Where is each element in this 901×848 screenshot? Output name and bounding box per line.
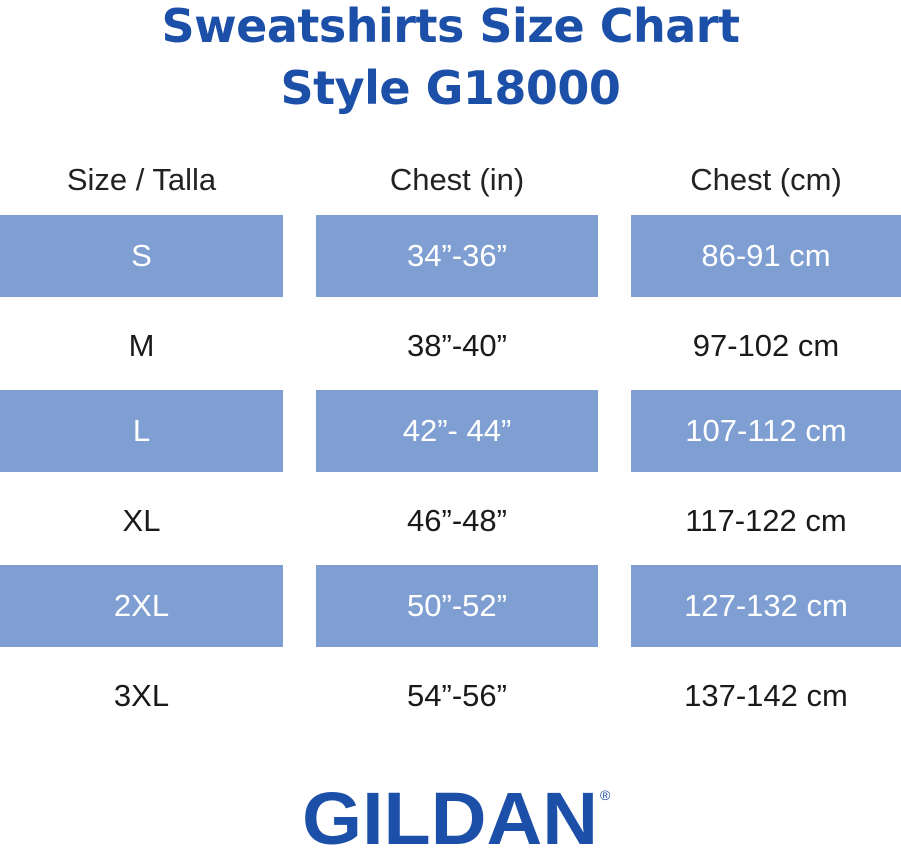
- chest-in-cell: 42”- 44”: [316, 390, 598, 472]
- page-subtitle: Style G18000: [280, 61, 621, 115]
- column-header-chest-in: Chest (in): [389, 162, 525, 197]
- column-header-chest-cm: Chest (cm): [690, 162, 842, 197]
- page-title: Sweatshirts Size Chart: [161, 0, 740, 53]
- size-cell: XL: [122, 503, 161, 538]
- size-cell: 2XL: [0, 565, 283, 647]
- column-header-size: Size / Talla: [66, 162, 217, 197]
- size-cell: M: [128, 328, 155, 363]
- chest-in-cell: 54”-56”: [407, 678, 507, 713]
- chest-cm-cell: 107-112 cm: [631, 390, 901, 472]
- chest-in-cell: 38”-40”: [407, 328, 507, 363]
- chest-cm-cell: 117-122 cm: [685, 503, 847, 538]
- chest-cm-cell: 86-91 cm: [631, 215, 901, 297]
- gildan-logo: GILDAN ®: [302, 778, 611, 848]
- size-cell: L: [0, 390, 283, 472]
- chest-cm-cell: 97-102 cm: [692, 328, 840, 363]
- chest-in-cell: 34”-36”: [316, 215, 598, 297]
- chest-cm-cell: 127-132 cm: [631, 565, 901, 647]
- chest-cm-cell: 137-142 cm: [684, 678, 848, 713]
- registered-mark-icon: ®: [600, 787, 611, 803]
- size-cell: S: [0, 215, 283, 297]
- logo-wordmark: GILDAN: [302, 778, 598, 848]
- chest-in-cell: 50”-52”: [316, 565, 598, 647]
- size-cell: 3XL: [113, 678, 170, 713]
- chest-in-cell: 46”-48”: [407, 503, 507, 538]
